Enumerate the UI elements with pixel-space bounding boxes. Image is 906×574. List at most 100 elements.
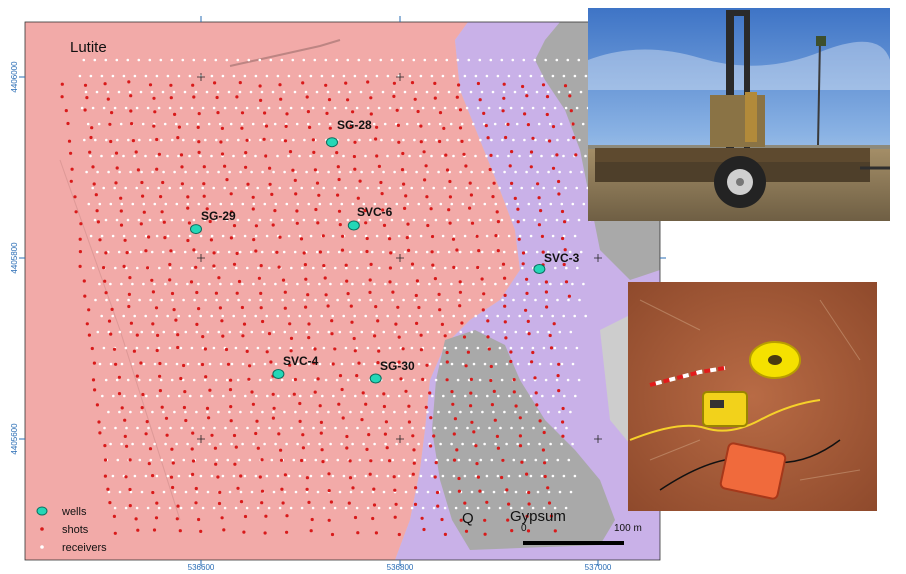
receiver-point — [479, 298, 482, 302]
receiver-point — [184, 410, 187, 414]
shot-point — [103, 474, 107, 478]
receiver-point — [410, 346, 414, 350]
receiver-point — [566, 378, 570, 382]
shot-point — [132, 349, 136, 353]
receiver-point — [463, 74, 467, 78]
receiver-point — [221, 234, 225, 238]
receiver-point — [390, 378, 394, 382]
receiver-point — [365, 394, 368, 398]
receiver-point — [441, 234, 445, 238]
shot-point — [209, 238, 213, 242]
receiver-point — [173, 490, 177, 494]
shot-point — [374, 137, 378, 141]
shot-point — [557, 192, 561, 196]
shot-point — [160, 405, 164, 409]
receiver-point — [425, 250, 429, 254]
shot-point — [392, 81, 396, 85]
shot-point — [344, 263, 348, 267]
shot-point — [404, 194, 408, 198]
receiver-point — [536, 170, 539, 174]
shot-point — [369, 459, 373, 463]
receiver-point — [256, 106, 260, 110]
shot-point — [284, 124, 288, 128]
shot-point — [464, 364, 468, 368]
receiver-point — [456, 58, 460, 62]
receiver-point — [162, 490, 166, 494]
receiver-point — [160, 138, 163, 142]
receiver-point — [172, 90, 176, 94]
shot-point — [349, 304, 353, 308]
receiver-point — [175, 282, 178, 286]
well-marker — [369, 373, 382, 384]
receiver-point — [492, 330, 496, 334]
shot-point — [92, 182, 96, 186]
shot-point — [495, 210, 499, 214]
receiver-point — [256, 346, 260, 350]
receiver-point — [391, 138, 394, 142]
receiver-point — [177, 74, 181, 78]
receiver-point — [257, 266, 260, 270]
shot-point — [259, 291, 263, 295]
shot-point — [201, 335, 205, 339]
receiver-point — [289, 346, 293, 350]
receiver-point — [515, 122, 519, 126]
shot-point — [164, 416, 169, 420]
shot-point — [376, 319, 380, 323]
shot-point — [345, 446, 349, 450]
shot-point — [458, 126, 463, 130]
receiver-point — [122, 74, 126, 78]
shot-point — [70, 167, 74, 171]
receiver-point — [300, 106, 304, 110]
receiver-point — [292, 458, 296, 462]
receiver-point — [153, 362, 157, 366]
shot-point — [221, 334, 225, 338]
shot-point — [430, 250, 434, 254]
receiver-point — [453, 394, 456, 398]
shot-point — [484, 124, 488, 128]
shot-point — [521, 262, 525, 266]
receiver-point — [266, 394, 269, 398]
shot-point — [229, 419, 233, 423]
receiver-point — [128, 250, 132, 254]
shot-point — [295, 221, 299, 225]
receiver-point — [390, 218, 394, 222]
receiver-point — [461, 282, 464, 286]
shot-point — [492, 389, 496, 393]
receiver-point — [280, 218, 284, 222]
receiver-point — [395, 442, 398, 446]
receiver-point — [102, 346, 106, 350]
receiver-point — [261, 330, 265, 334]
shot-point — [394, 502, 398, 506]
shot-point — [258, 84, 262, 88]
receiver-point — [490, 458, 494, 462]
shot-point — [113, 531, 117, 535]
shot-point — [385, 446, 389, 450]
receiver-point — [346, 378, 350, 382]
shot-point — [263, 531, 267, 535]
receiver-point — [359, 250, 363, 254]
well-marker — [272, 369, 285, 379]
receiver-point — [111, 154, 114, 158]
receiver-point — [106, 90, 110, 94]
shot-point — [436, 504, 440, 508]
receiver-point — [562, 474, 566, 478]
receiver-point — [503, 330, 507, 334]
receiver-point — [267, 506, 271, 510]
receiver-point — [397, 314, 401, 318]
receiver-point — [138, 138, 141, 142]
receiver-point — [569, 490, 573, 494]
receiver-point — [408, 314, 412, 318]
receiver-point — [309, 474, 313, 478]
receiver-point — [386, 314, 390, 318]
shot-point — [353, 349, 357, 353]
receiver-point — [307, 442, 310, 446]
receiver-point — [346, 218, 350, 222]
receiver-point — [447, 250, 451, 254]
shot-point — [169, 249, 173, 253]
shot-point — [254, 224, 258, 228]
shot-point — [115, 166, 119, 170]
receiver-point — [260, 250, 264, 254]
shot-point — [557, 362, 561, 366]
shot-point — [474, 444, 478, 448]
well-label: SG-29 — [201, 209, 236, 223]
